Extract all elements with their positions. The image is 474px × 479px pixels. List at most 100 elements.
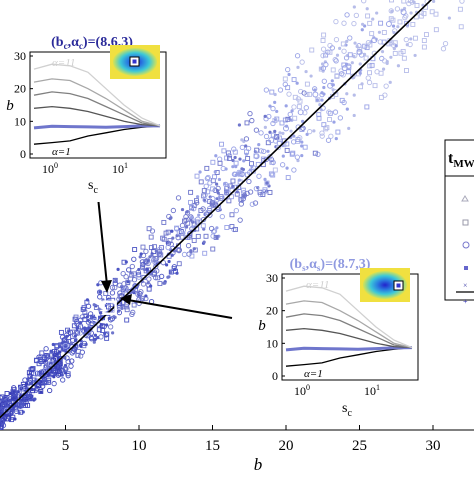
scatter-mark [307, 129, 311, 133]
scatter-mark [281, 132, 284, 135]
scatter-mark [379, 21, 383, 25]
scatter-mark [366, 76, 370, 80]
scatter-mark [257, 143, 260, 146]
scatter-mark [313, 151, 317, 155]
scatter-mark [195, 174, 199, 178]
scatter-mark [214, 170, 217, 173]
scatter-mark [351, 61, 354, 64]
scatter-mark [18, 411, 21, 414]
scatter-mark [373, 84, 377, 88]
scatter-mark [163, 282, 166, 285]
scatter-mark [111, 331, 114, 334]
scatter-mark [186, 210, 189, 213]
scatter-mark [295, 54, 299, 58]
scatter-mark [94, 334, 97, 337]
scatter-mark [404, 37, 408, 41]
scatter-mark [161, 236, 165, 240]
scatter-mark [203, 241, 206, 244]
scatter-mark [238, 218, 242, 222]
scatter-mark [149, 235, 153, 239]
scatter-mark [245, 121, 249, 125]
scatter-mark [296, 66, 299, 69]
scatter-mark [398, 20, 402, 24]
scatter-mark [304, 106, 308, 110]
inset-1-y-label: b [6, 98, 14, 114]
scatter-mark [367, 71, 371, 75]
arrow-from-inset1 [98, 197, 112, 293]
scatter-mark [257, 174, 261, 178]
scatter-mark [402, 56, 406, 60]
scatter-mark [234, 161, 238, 165]
scatter-mark [300, 140, 303, 143]
scatter-mark [238, 123, 241, 126]
scatter-mark [268, 190, 272, 194]
scatter-mark [288, 112, 292, 116]
scatter-mark [432, 0, 435, 3]
scatter-mark [74, 339, 77, 342]
scatter-mark [345, 13, 349, 17]
scatter-mark [209, 226, 213, 230]
scatter-mark [125, 318, 129, 322]
scatter-mark [132, 257, 136, 261]
scatter-mark [274, 93, 277, 96]
scatter-mark [352, 21, 356, 25]
scatter-mark [165, 263, 168, 266]
scatter-mark [133, 248, 137, 252]
scatter-mark [384, 84, 388, 88]
scatter-mark [254, 150, 257, 153]
scatter-mark [336, 54, 339, 57]
scatter-mark [382, 30, 386, 34]
scatter-mark [404, 69, 408, 73]
scatter-mark [286, 176, 290, 180]
scatter-mark [346, 108, 349, 111]
scatter-mark [52, 381, 56, 385]
scatter-mark [304, 70, 307, 73]
scatter-mark [336, 130, 340, 134]
scatter-mark [148, 255, 151, 258]
scatter-mark [409, 11, 412, 14]
inset-1-bottom-label: α=1 [52, 146, 71, 158]
scatter-mark [189, 190, 193, 194]
inset-y-tick-label: 20 [14, 82, 26, 96]
inset-1-top-label: α=11 [52, 57, 75, 69]
scatter-mark [333, 110, 337, 114]
scatter-mark [409, 37, 412, 40]
scatter-mark [459, 25, 463, 29]
scatter-mark [411, 22, 415, 26]
scatter-mark [321, 38, 325, 42]
scatter-mark [5, 392, 9, 396]
scatter-mark [320, 131, 324, 135]
scatter-mark [44, 347, 48, 351]
scatter-mark [190, 216, 193, 219]
scatter-mark [234, 156, 237, 159]
scatter-mark [347, 127, 350, 130]
scatter-mark [244, 137, 248, 141]
scatter-mark [93, 341, 96, 344]
scatter-mark [316, 152, 320, 156]
scatter-mark [170, 230, 173, 233]
inset-y-tick-label: 10 [14, 114, 26, 128]
scatter-mark [342, 21, 346, 25]
scatter-mark [300, 154, 303, 157]
scatter-mark [285, 148, 289, 152]
scatter-mark [248, 111, 252, 115]
scatter-mark [321, 47, 325, 51]
scatter-mark [285, 167, 288, 170]
scatter-mark [310, 48, 314, 52]
scatter-mark [78, 354, 82, 358]
inset-y-tick-label: 10 [266, 336, 278, 350]
scatter-mark [120, 307, 123, 310]
scatter-mark [213, 175, 217, 179]
scatter-mark [147, 277, 151, 281]
scatter-mark [264, 88, 268, 92]
scatter-mark [322, 79, 326, 83]
scatter-mark [59, 330, 63, 334]
scatter-mark [287, 73, 290, 76]
scatter-mark [460, 0, 464, 3]
scatter-mark [69, 364, 73, 368]
inset-y-tick-label: 30 [266, 271, 278, 285]
scatter-mark [321, 53, 325, 57]
scatter-mark [60, 378, 64, 382]
scatter-mark [367, 80, 371, 84]
